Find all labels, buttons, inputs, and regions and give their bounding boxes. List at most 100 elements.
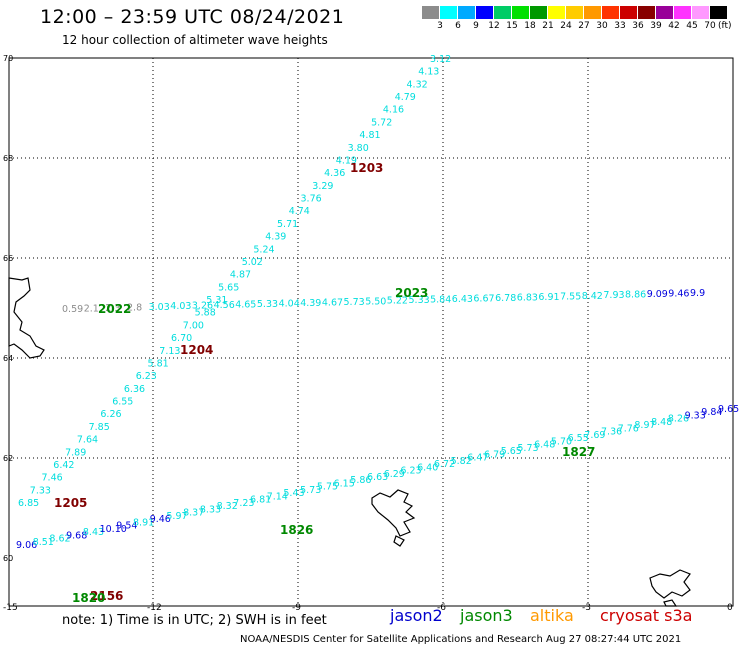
wave-height-value: 5.71 xyxy=(277,219,298,230)
wave-height-value: 6.23 xyxy=(136,371,157,382)
wave-height-value: 7.85 xyxy=(89,422,110,433)
wave-height-value: 6.42 xyxy=(53,460,74,471)
wave-height-value: 6.79 xyxy=(484,449,505,460)
x-tick-label: -3 xyxy=(582,603,591,613)
wave-height-value: 9.46 xyxy=(668,289,689,300)
wave-height-value: 7.00 xyxy=(183,320,204,331)
wave-height-value: 4.13 xyxy=(418,67,439,78)
wave-height-value: 5.73 xyxy=(344,297,365,308)
y-tick-label: 64 xyxy=(3,354,13,363)
legend-label: 30 xyxy=(596,21,608,31)
wave-height-value: 3.29 xyxy=(312,181,333,192)
wave-height-value: 9.68 xyxy=(66,530,87,541)
legend-label: 12 xyxy=(488,21,500,31)
wave-height-value: 8.48 xyxy=(651,417,672,428)
legend-swatch xyxy=(692,6,710,19)
wave-height-value: 6.23 xyxy=(400,466,421,477)
legend-unit: (ft) xyxy=(718,21,732,31)
satellite-name: jason2 xyxy=(390,606,443,625)
wave-height-value: 6.81 xyxy=(250,495,271,506)
satellite-name: jason3 xyxy=(460,606,513,625)
x-tick-label: 0 xyxy=(727,603,733,613)
wave-height-value: 4.03 xyxy=(170,301,191,312)
wave-height-value: 6.63 xyxy=(367,472,388,483)
wave-height-value: 2.8 xyxy=(127,302,142,313)
wave-height-value: 6.70 xyxy=(171,333,192,344)
wave-height-value: 9.84 xyxy=(701,407,722,418)
wave-height-value: 3.80 xyxy=(348,143,369,154)
wave-height-value: 4.39 xyxy=(300,298,321,309)
y-tick-label: 62 xyxy=(3,454,13,463)
wave-height-value: 3.26 xyxy=(192,301,213,312)
wave-height-value: 7.46 xyxy=(42,473,63,484)
legend-labels: 3 6 9 12 15 18 21 24 27 30 33 36 39 42 45 70 xyxy=(422,21,740,35)
pass-time-label: 2022 xyxy=(98,302,131,316)
map-subtitle: 12 hour collection of altimeter wave hei… xyxy=(62,33,328,47)
wave-height-value: 6.67 xyxy=(473,294,494,305)
wave-height-value: 9.06 xyxy=(16,540,37,551)
wave-height-value: 9.33 xyxy=(685,411,706,422)
wave-height-value: 7.76 xyxy=(618,423,639,434)
coastlines xyxy=(8,277,691,607)
wave-height-value: 4.87 xyxy=(230,270,251,281)
footnote: note: 1) Time is in UTC; 2) SWH is in fe… xyxy=(62,613,327,628)
wave-height-value: 8.86 xyxy=(625,290,646,301)
wave-height-value: 8.37 xyxy=(183,508,204,519)
legend-label: 36 xyxy=(632,21,644,31)
wave-height-value: 7.13 xyxy=(159,346,180,357)
legend-swatch xyxy=(602,6,620,19)
wave-height-value: 8.43 xyxy=(83,527,104,538)
legend-swatch xyxy=(656,6,674,19)
pass-time-label: 1827 xyxy=(562,445,595,459)
y-tick-label: 70 xyxy=(3,54,13,63)
wave-height-value: 7.23 xyxy=(233,498,254,509)
pass-time-label: 1826 xyxy=(280,523,313,537)
wave-height-value: 8.26 xyxy=(668,414,689,425)
wave-height-value: 8.42 xyxy=(582,291,603,302)
wave-height-value: 6.47 xyxy=(467,453,488,464)
wave-height-value: 6.78 xyxy=(495,293,516,304)
wave-height-value: 6.36 xyxy=(124,384,145,395)
small-island xyxy=(663,599,678,607)
satellite-name: altika xyxy=(530,606,574,625)
wave-height-value: 6.83 xyxy=(517,292,538,303)
legend-label: 21 xyxy=(542,21,554,31)
wave-height-value: 8.91 xyxy=(133,517,154,528)
legend-label: 15 xyxy=(506,21,518,31)
wave-height-value: 4.56 xyxy=(214,300,235,311)
wave-height-value: 4.74 xyxy=(289,206,310,217)
pass-time-label: 1820 xyxy=(72,591,105,605)
legend-swatch xyxy=(476,6,494,19)
wave-height-value: 8.62 xyxy=(49,534,70,545)
legend-label: 33 xyxy=(614,21,626,31)
color-legend: 3 6 9 12 15 18 21 24 27 30 33 36 39 42 45 70 (ft) xyxy=(422,6,732,31)
pass-time-label: 1205 xyxy=(54,496,87,510)
pass-time-label: 1203 xyxy=(350,161,383,175)
wave-height-value: 4.81 xyxy=(359,130,380,141)
y-tick-label: 66 xyxy=(3,254,13,263)
wave-height-value: 4.16 xyxy=(383,105,404,116)
credit-line: NOAA/NESDIS Center for Satellite Applica… xyxy=(240,634,682,645)
wave-height-value: 9.9 xyxy=(690,288,705,299)
legend-label: 6 xyxy=(455,21,461,31)
wave-height-value: 5.50 xyxy=(365,296,386,307)
wave-height-value: 6.72 xyxy=(434,459,455,470)
wave-height-value: 5.88 xyxy=(195,308,216,319)
legend-label: 42 xyxy=(668,21,680,31)
legend-swatch xyxy=(530,6,548,19)
wave-height-value: 5.65 xyxy=(501,446,522,457)
wave-height-value: 5.81 xyxy=(148,359,169,370)
x-tick-label: -12 xyxy=(147,603,162,613)
wave-height-value: 6.85 xyxy=(18,498,39,509)
wave-height-value: 5.73 xyxy=(300,485,321,496)
wave-height-value: 3.76 xyxy=(301,194,322,205)
axis-tick-labels: -15 -12 -9 -6 -3 0 70 68 66 64 62 60 xyxy=(3,54,733,613)
wave-height-value: 4.79 xyxy=(395,92,416,103)
wave-height-value: 5.97 xyxy=(166,511,187,522)
wave-height-value: 6.29 xyxy=(384,469,405,480)
legend-swatch xyxy=(422,6,440,19)
wave-height-value: 7.69 xyxy=(584,430,605,441)
y-tick-label: 68 xyxy=(3,154,13,163)
wave-height-value: 4.39 xyxy=(265,232,286,243)
wave-height-value: 8.33 xyxy=(200,504,221,515)
